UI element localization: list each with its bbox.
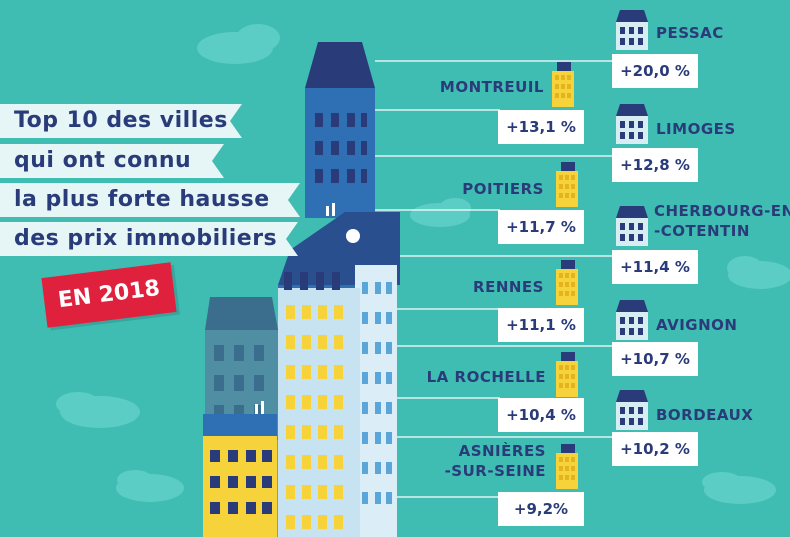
city-name-montreuil: MONTREUIL <box>439 78 544 96</box>
city-name-asnieres-line2: -SUR-SEINE <box>444 462 546 480</box>
title-line-4: des prix immobiliers <box>0 222 298 256</box>
clouds <box>56 24 790 504</box>
city-value-asnieres: +9,2% <box>498 492 584 526</box>
city-value-avignon: +10,7 % <box>612 342 698 376</box>
city-name-avignon: AVIGNON <box>656 316 738 334</box>
house-icons <box>616 10 648 430</box>
city-value-cherbourg: +11,4 % <box>612 250 698 284</box>
city-value-limoges: +12,8 % <box>612 148 698 182</box>
title-line-2: qui ont connu <box>0 144 224 178</box>
city-name-cherbourg-line2: -COTENTIN <box>654 222 750 240</box>
city-value-pessac: +20,0 % <box>612 54 698 88</box>
city-value-la-rochelle: +10,4 % <box>498 398 584 432</box>
city-value-poitiers: +11,7 % <box>498 210 584 244</box>
city-name-cherbourg-line1: CHERBOURG-EN <box>654 202 790 220</box>
front-building <box>278 272 360 537</box>
yellow-building <box>203 401 277 537</box>
connector-lines <box>375 60 612 498</box>
city-name-limoges: LIMOGES <box>656 120 736 138</box>
title-line-1: Top 10 des villes <box>0 104 242 138</box>
city-name-poitiers: POITIERS <box>462 180 544 198</box>
title-line-3: la plus forte hausse <box>0 183 300 217</box>
light-tower <box>355 265 397 537</box>
city-name-asnieres-line1: ASNIÈRES <box>458 442 546 460</box>
city-name-rennes: RENNES <box>473 278 544 296</box>
city-value-bordeaux: +10,2 % <box>612 432 698 466</box>
tall-tower <box>305 42 375 218</box>
city-name-bordeaux: BORDEAUX <box>656 406 754 424</box>
tower-icons <box>552 62 578 489</box>
city-name-pessac: PESSAC <box>656 24 724 42</box>
city-value-rennes: +11,1 % <box>498 308 584 342</box>
city-name-la-rochelle: LA ROCHELLE <box>426 368 546 386</box>
city-value-montreuil: +13,1 % <box>498 110 584 144</box>
